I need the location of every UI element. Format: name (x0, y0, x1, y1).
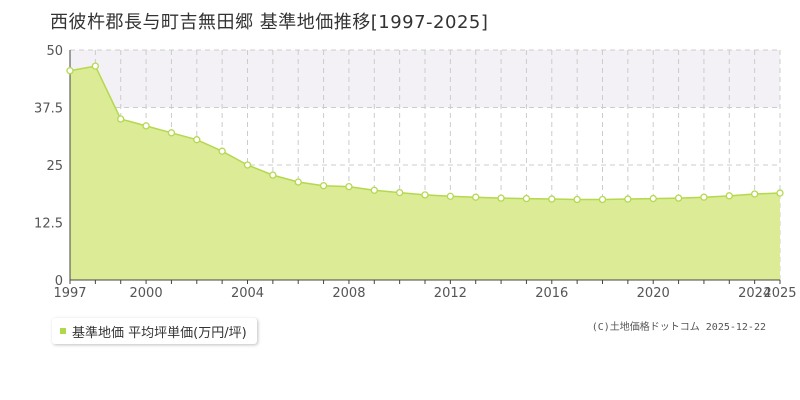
data-point (294, 178, 302, 186)
x-tick-label: 2004 (231, 286, 264, 301)
chart-title: 西彼杵郡長与町吉無田郷 基準地価推移[1997-2025] (50, 12, 489, 33)
y-tick-label: 12.5 (34, 217, 63, 232)
x-tick-label: 2020 (637, 286, 670, 301)
data-point (497, 194, 505, 202)
data-point (345, 182, 353, 191)
series-area (70, 66, 780, 280)
data-point (674, 194, 683, 202)
copyright-text: (C)土地価格ドットコム 2025-12-22 (591, 322, 766, 333)
data-point (395, 188, 404, 197)
data-point (750, 190, 759, 198)
data-point (624, 195, 632, 203)
data-point (370, 186, 378, 194)
data-point (117, 115, 125, 123)
legend-swatch (60, 328, 66, 334)
y-tick-label: 37.5 (34, 102, 63, 117)
x-tick-label: 1997 (53, 286, 86, 301)
data-point (91, 62, 100, 70)
data-point (218, 147, 226, 155)
y-tick-label: 25 (46, 159, 63, 174)
data-point (725, 192, 733, 200)
data-point (700, 193, 708, 201)
y-tick-label: 0 (55, 274, 63, 289)
data-point (776, 189, 784, 197)
data-point (193, 136, 201, 144)
legend: 基準地価 平均坪単価(万円/坪) (52, 318, 257, 344)
data-point (522, 194, 531, 203)
x-tick-label: 2012 (434, 286, 467, 301)
y-tick-label: 50 (46, 44, 63, 59)
x-tick-label: 2008 (332, 286, 365, 301)
x-tick-label: 2000 (130, 286, 163, 301)
data-point (66, 67, 74, 75)
data-point (649, 194, 657, 203)
x-tick-label: 2025 (763, 286, 796, 301)
data-point (269, 171, 277, 179)
data-point (167, 129, 176, 137)
data-point (598, 195, 607, 204)
data-point (421, 191, 429, 199)
data-point (573, 195, 581, 204)
data-point (142, 122, 150, 130)
x-tick-label: 2024 (738, 286, 771, 301)
data-point (243, 161, 252, 169)
legend-label: 基準地価 平均坪単価(万円/坪) (72, 325, 247, 341)
data-point (319, 182, 328, 190)
data-point (548, 195, 556, 203)
data-point (446, 192, 455, 200)
data-point (472, 193, 480, 201)
x-tick-label: 2016 (535, 286, 568, 301)
